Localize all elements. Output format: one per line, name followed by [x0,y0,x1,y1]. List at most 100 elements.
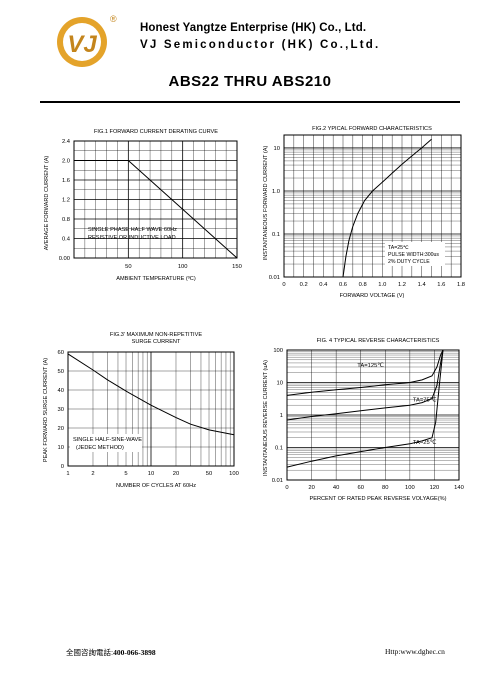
fig4-plot-frame [286,349,460,481]
registered-mark: ® [110,14,117,24]
fig4-xtick-label: 20 [308,485,314,491]
fig1-ylabel: AVERAGE FORWARD CURRENT (A) [44,156,50,251]
fig3-xlabel: NUMBER OF CYCLES AT 60Hz [116,483,196,489]
fig4-ytick-label: 0.01 [272,478,283,484]
fig2-xtick-label: 1.6 [437,282,445,288]
fig2-xtick-label: 1.4 [418,282,427,288]
fig2-xtick-label: 1.0 [378,282,386,288]
fig4-ylabel: INSTANTANEOUS REVERSE CURRENT (uA) [263,360,269,476]
fig4-series-label: TA=75℃ [413,398,437,404]
fig1-xtick-label: 100 [178,264,188,270]
company-logo: VJ ® [57,14,117,67]
fig4-xtick-label: 100 [405,485,415,491]
fig2-annotation-2: PULSE WIDTH:300us [388,252,439,258]
fig1-xtick-label: 150 [232,264,242,270]
fig2-xtick-label: 0.8 [359,282,367,288]
fig1-plot-frame [73,140,238,259]
fig3-xtick-label: 2 [91,471,94,477]
fig3-ylabel: PEAK FORWARD SURGE CURRENT (A) [43,358,49,462]
fig4-series-line [286,349,444,421]
fig2-ytick-label: 1.0 [272,189,280,195]
fig4-ytick-label: 100 [273,348,283,354]
document-title: ABS22 THRU ABS210 [168,73,332,90]
fig3-ytick-label: 50 [58,369,64,375]
fig1-ytick-label: 1.2 [62,198,70,204]
fig4-reverse-chart: FIG. 4 TYPICAL REVERSE CHARACTERISTICS I… [263,338,464,502]
fig4-series-line [286,349,444,468]
fig4-series-label: TA=125℃ [357,363,384,369]
fig2-forward-chart: FIG.2 YPICAL FORWARD CHARACTERISTICS INS… [263,126,465,299]
fig3-series-line [67,353,235,436]
fig4-xtick-label: 40 [333,485,339,491]
fig1-grid [74,141,237,258]
fig1-ytick-label: 0.8 [62,217,70,223]
fig1-ytick-label: 1.6 [62,178,70,184]
title-divider [40,101,460,103]
fig1-ytick-label: 2.0 [62,159,70,165]
fig2-ytick-label: 0.01 [269,275,280,281]
fig3-annotation-1: SINGLE HALF-SINE-WAVE [73,437,142,443]
fig4-xtick-label: 80 [382,485,388,491]
company-name-line1: Honest Yangtze Enterprise (HK) Co., Ltd. [140,22,367,34]
fig2-annotation-3: 2% DUTY CYCLE [388,259,430,265]
fig4-xtick-label: 0 [285,485,288,491]
fig3-xtick-label: 1 [66,471,69,477]
fig3-xtick-label: 10 [148,471,154,477]
fig2-xtick-label: 0 [282,282,285,288]
fig4-ytick-label: 10 [277,381,283,387]
footer-hotline-number: 400-066-3898 [113,648,156,657]
fig2-xtick-label: 1.8 [457,282,465,288]
footer-hotline-label: 全國咨詢電話: [66,648,114,657]
fig4-ytick-label: 1 [280,413,283,419]
fig3-title-line1: FIG.3' MAXIMUM NON-REPETITIVE [110,332,202,338]
fig3-xtick-label: 20 [173,471,179,477]
fig3-ytick-label: 60 [58,350,64,356]
fig3-title-line2: SURGE CURRENT [132,339,181,345]
fig4-xtick-label: 120 [430,485,440,491]
fig4-xtick-label: 60 [357,485,363,491]
fig3-ytick-label: 10 [58,445,64,451]
fig2-annotation-1: TA=25℃ [388,245,409,251]
fig1-derating-chart: FIG.1 FORWARD CURRENT DERATING CURVE AVE… [44,129,242,282]
fig2-annotation-bg [385,242,445,266]
fig1-xlabel: AMBIENT TEMPERATURE (ºC) [116,275,196,282]
logo-mark: VJ [67,31,97,58]
fig2-xlabel: FORWARD VOLTAGE (V) [340,293,405,299]
fig2-ytick-label: 0.1 [272,232,280,238]
fig2-series-line [342,138,432,278]
fig4-xlabel: PERCENT OF RATED PEAK REVERSE VOLYAGE(%) [310,496,447,502]
fig3-ytick-label: 0 [61,464,64,470]
fig1-title: FIG.1 FORWARD CURRENT DERATING CURVE [94,129,218,135]
fig4-series-line [286,349,444,396]
fig2-ylabel: INSTANTANEOUS FORWARD CURRENT (A) [263,146,269,261]
footer-website: Http:www.dghec.cn [385,647,445,656]
fig1-ytick-label: 0.4 [62,237,71,243]
fig1-annotation-2: RESISTIVE OR INDUCTIVE LOAD [88,235,176,241]
fig2-xtick-label: 0.2 [300,282,308,288]
fig1-ytick-label: 2.4 [62,139,71,145]
fig3-xtick-label: 5 [124,471,127,477]
fig1-annotation-1: SINGLE PHASE HALF WAVE 60Hz [88,227,177,233]
fig4-ytick-label: 0.1 [275,446,283,452]
fig3-xtick-label: 50 [206,471,212,477]
footer-hotline: 全國咨詢電話:400-066-3898 [66,647,156,658]
fig2-xtick-label: 1.2 [398,282,406,288]
fig3-annotation-2: (JEDEC METHOD) [76,445,124,451]
fig4-series-label: TA=25℃ [413,440,437,446]
fig2-ytick-label: 10 [274,146,280,152]
fig3-plot-frame [67,351,235,467]
company-name-line2: VJ Semiconductor (HK) Co.,Ltd. [140,39,381,51]
fig3-ytick-label: 40 [58,388,64,394]
fig2-xtick-label: 0.4 [319,282,328,288]
fig3-ytick-label: 20 [58,426,64,432]
fig2-xtick-label: 0.6 [339,282,347,288]
fig4-title: FIG. 4 TYPICAL REVERSE CHARACTERISTICS [317,338,440,344]
fig4-xtick-label: 140 [454,485,464,491]
fig3-surge-chart: FIG.3' MAXIMUM NON-REPETITIVE SURGE CURR… [43,332,239,489]
fig3-annotation-bg [70,434,142,452]
fig1-series-line [74,160,238,259]
fig1-xtick-label: 50 [125,264,131,270]
fig3-ytick-label: 30 [58,407,64,413]
fig1-ytick-label: 0.00 [59,256,70,262]
fig2-plot-frame [283,134,462,278]
